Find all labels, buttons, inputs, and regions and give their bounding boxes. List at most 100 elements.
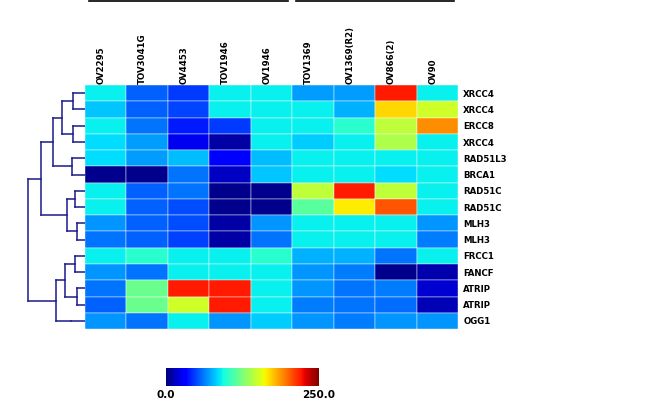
Bar (209, 281, 251, 297)
Bar (292, 135, 333, 151)
Bar (251, 281, 292, 297)
Bar (251, 313, 292, 329)
Bar (126, 264, 168, 281)
Bar (417, 281, 458, 297)
Bar (84, 216, 126, 232)
Bar (126, 118, 168, 135)
Bar (375, 135, 417, 151)
Bar (168, 102, 209, 118)
Bar (292, 183, 333, 200)
Bar (375, 151, 417, 167)
Bar (209, 151, 251, 167)
Text: OGG1: OGG1 (463, 317, 491, 326)
Bar (333, 200, 375, 216)
Bar (417, 135, 458, 151)
Bar (84, 183, 126, 200)
Bar (126, 183, 168, 200)
Text: ATRIP: ATRIP (463, 301, 491, 309)
Bar (292, 151, 333, 167)
Bar (251, 248, 292, 264)
Bar (251, 135, 292, 151)
Bar (333, 281, 375, 297)
Bar (168, 183, 209, 200)
Bar (292, 281, 333, 297)
Bar (126, 102, 168, 118)
Bar (168, 232, 209, 248)
Bar (417, 167, 458, 183)
Bar (417, 151, 458, 167)
Bar (251, 102, 292, 118)
Bar (333, 297, 375, 313)
Bar (84, 118, 126, 135)
Bar (251, 86, 292, 102)
Bar (292, 264, 333, 281)
Bar (417, 102, 458, 118)
Bar (209, 118, 251, 135)
Bar (417, 200, 458, 216)
Bar (375, 216, 417, 232)
Text: OV1946: OV1946 (263, 46, 272, 83)
Bar (251, 232, 292, 248)
Bar (375, 248, 417, 264)
Bar (251, 167, 292, 183)
Bar (168, 216, 209, 232)
Bar (251, 200, 292, 216)
Text: XRCC4: XRCC4 (463, 138, 495, 147)
Bar (126, 232, 168, 248)
Bar (84, 200, 126, 216)
Bar (417, 313, 458, 329)
Bar (251, 297, 292, 313)
Bar (168, 264, 209, 281)
Bar (168, 248, 209, 264)
Bar (168, 281, 209, 297)
Bar (168, 313, 209, 329)
Bar (417, 297, 458, 313)
Bar (417, 248, 458, 264)
Bar (126, 167, 168, 183)
Bar (333, 118, 375, 135)
Bar (84, 281, 126, 297)
Bar (417, 216, 458, 232)
Bar (292, 200, 333, 216)
Bar (375, 232, 417, 248)
Text: XRCC4: XRCC4 (463, 106, 495, 115)
Bar (209, 264, 251, 281)
Bar (84, 167, 126, 183)
Bar (292, 216, 333, 232)
Bar (168, 200, 209, 216)
Bar (84, 297, 126, 313)
Bar (292, 232, 333, 248)
Bar (375, 86, 417, 102)
Text: RAD51C: RAD51C (463, 187, 502, 196)
Bar (126, 86, 168, 102)
Bar (333, 264, 375, 281)
Bar (84, 313, 126, 329)
Text: MLH3: MLH3 (463, 236, 490, 245)
Bar (209, 232, 251, 248)
Bar (126, 297, 168, 313)
Bar (209, 297, 251, 313)
Text: BRCA1: BRCA1 (463, 171, 495, 180)
Bar (375, 200, 417, 216)
Bar (375, 281, 417, 297)
Bar (209, 183, 251, 200)
Text: MLH3: MLH3 (463, 219, 490, 228)
Text: OV4453: OV4453 (179, 46, 188, 83)
Bar (292, 118, 333, 135)
Text: XRCC4: XRCC4 (463, 90, 495, 99)
Bar (126, 151, 168, 167)
Text: ERCC8: ERCC8 (463, 122, 494, 131)
Text: ATRIP: ATRIP (463, 284, 491, 293)
Bar (84, 248, 126, 264)
Bar (126, 281, 168, 297)
Bar (292, 167, 333, 183)
Bar (375, 313, 417, 329)
Bar (209, 167, 251, 183)
Bar (209, 313, 251, 329)
Bar (168, 167, 209, 183)
Bar (84, 232, 126, 248)
Bar (292, 248, 333, 264)
Bar (333, 167, 375, 183)
Text: OV866(2): OV866(2) (387, 38, 396, 83)
Bar (333, 232, 375, 248)
